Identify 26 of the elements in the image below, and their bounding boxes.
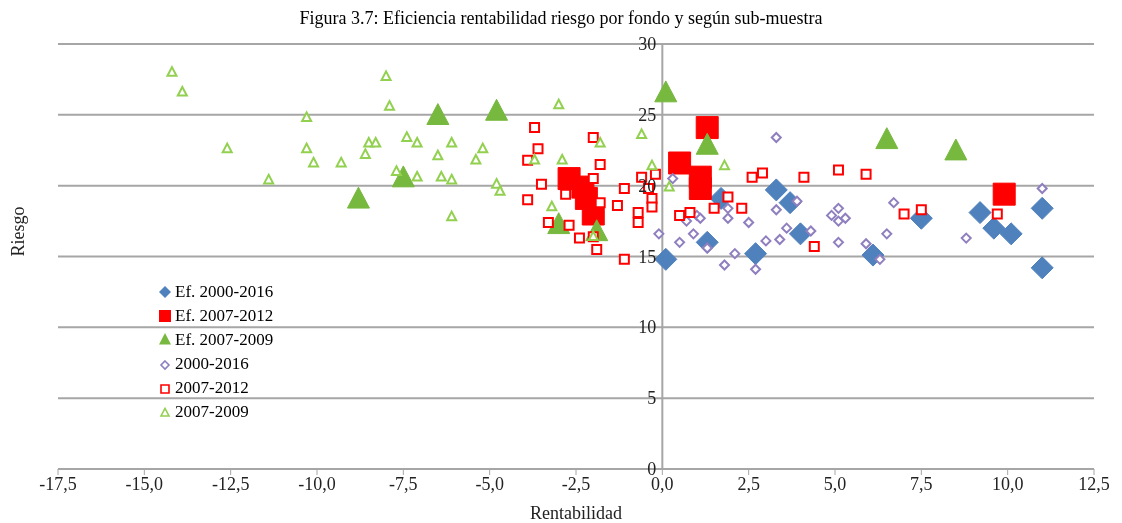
legend-label: 2000-2016	[175, 353, 249, 375]
x-tick-label: -12,5	[211, 473, 250, 494]
legend-label: 2007-2012	[175, 377, 249, 399]
y-tick-label: 10	[638, 317, 657, 338]
x-tick-label: 5,0	[823, 473, 847, 494]
chart-title: Figura 3.7: Eficiencia rentabilidad riesgo por fondo y según sub-muestra	[298, 8, 824, 28]
y-tick-label: 25	[638, 104, 657, 125]
x-axis-title: Rentabilidad	[530, 503, 622, 523]
x-tick-label: -17,5	[39, 473, 77, 494]
legend-label: Ef. 2007-2009	[175, 329, 274, 351]
x-tick-label: 7,5	[910, 473, 933, 494]
legend-label: 2007-2009	[175, 401, 249, 423]
y-axis-title: Riesgo	[8, 206, 29, 257]
y-tick-label: 5	[647, 388, 657, 409]
x-tick-label: 2,5	[737, 473, 760, 494]
legend-label: Ef. 2007-2012	[175, 305, 274, 327]
legend-label: Ef. 2000-2016	[175, 281, 274, 303]
x-tick-label: 10,0	[991, 473, 1024, 494]
x-tick-label: -15,0	[125, 473, 164, 494]
x-tick-label: 12,5	[1078, 473, 1110, 494]
y-tick-label: 15	[638, 246, 657, 267]
x-tick-label: -5,0	[475, 473, 504, 494]
y-tick-label: 30	[638, 34, 657, 54]
x-tick-label: -2,5	[561, 473, 591, 494]
x-tick-label: -10,0	[298, 473, 336, 494]
x-tick-label: -7,5	[389, 473, 418, 494]
